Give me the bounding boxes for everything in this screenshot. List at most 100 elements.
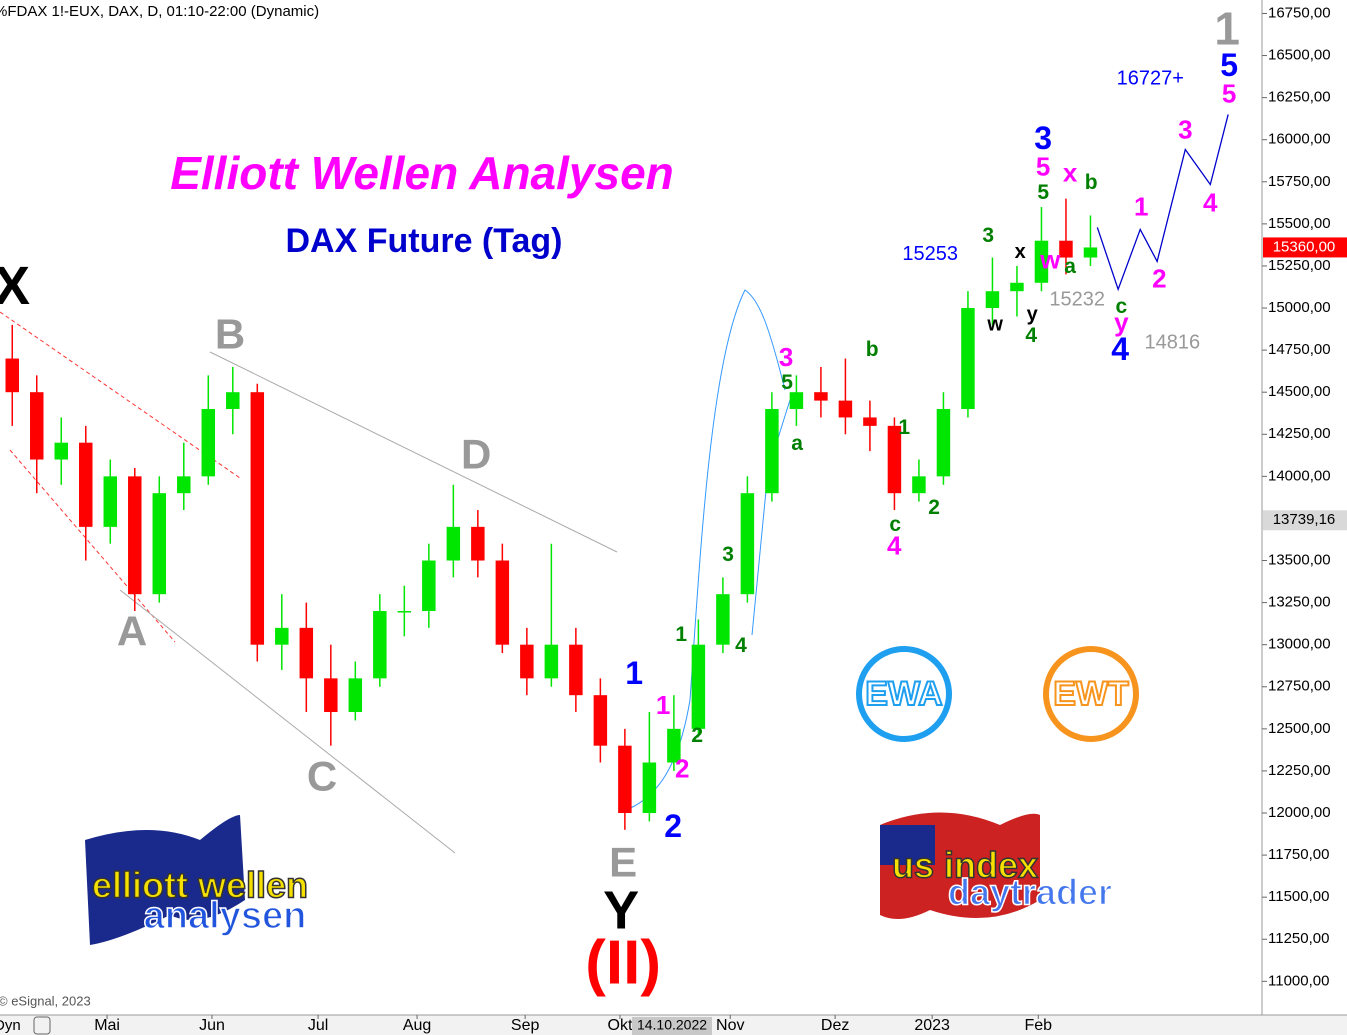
y-tick-label: 16250,00 — [1268, 89, 1331, 106]
wave-label: 2 — [691, 724, 703, 747]
x-tick-label: Nov — [716, 1017, 744, 1034]
ew-logo-line1: elliott wellen — [92, 865, 308, 906]
candle-body — [250, 392, 265, 645]
chart-subtitle: DAX Future (Tag) — [285, 222, 562, 260]
candle-body — [397, 611, 412, 613]
wave-label: Y — [603, 881, 639, 941]
ewa-logo — [856, 646, 952, 742]
y-tick-label: 11750,00 — [1268, 846, 1329, 863]
price-tag-label: 13739,16 — [1273, 511, 1336, 528]
candle-body — [961, 308, 975, 410]
wave-label: 3 — [722, 543, 734, 566]
candle-body — [30, 392, 44, 460]
y-tick-label: 11500,00 — [1268, 888, 1329, 905]
us-logo-line1: us index — [892, 845, 1038, 886]
candle-body — [1083, 247, 1098, 258]
candle-body — [348, 678, 363, 713]
wave-label: D — [461, 430, 491, 477]
wave-label: 5 — [1036, 151, 1050, 181]
lock-icon — [33, 1016, 51, 1035]
candle-body — [863, 417, 877, 426]
price-tag — [1263, 237, 1347, 258]
candle-body — [177, 476, 191, 494]
candle-body — [446, 526, 461, 561]
y-tick-label: 12000,00 — [1268, 804, 1331, 821]
candle-body — [275, 627, 289, 645]
candle-body — [887, 425, 902, 494]
candle-body — [495, 560, 510, 645]
wave-label: 1 — [1134, 191, 1148, 221]
wave-label: 14816 — [1144, 332, 1200, 354]
candle-body — [936, 409, 951, 477]
candle-body — [912, 476, 926, 494]
candle-body — [79, 442, 93, 527]
x-tick-label: Jun — [199, 1017, 225, 1034]
wave-label: x — [1063, 157, 1078, 187]
y-tick-label: 13000,00 — [1268, 636, 1331, 653]
x-tick-label: Okt — [608, 1017, 633, 1034]
date-box-label: 14.10.2022 — [637, 1017, 707, 1033]
candle-body — [54, 442, 69, 460]
ewt-text: EWT — [1053, 675, 1129, 713]
candle-body — [593, 695, 608, 746]
y-tick-label: 16000,00 — [1268, 131, 1331, 148]
wave-label: 4 — [1203, 187, 1218, 217]
x-tick-label: Mai — [94, 1017, 120, 1034]
candle-body — [128, 476, 142, 595]
wave-label: 1 — [1214, 3, 1240, 55]
candle-body — [324, 678, 338, 713]
trend-line — [119, 589, 456, 854]
us-logo-line2: daytrader — [948, 872, 1112, 913]
wave-label: 5 — [781, 371, 793, 394]
candle-body — [765, 409, 779, 494]
y-tick-label: 14750,00 — [1268, 341, 1331, 358]
candle-body — [691, 644, 706, 729]
wave-label: w — [986, 314, 1003, 336]
wave-label: 15253 — [902, 243, 958, 265]
candle-body — [103, 476, 118, 527]
wave-label: 4 — [1025, 324, 1037, 347]
candle-body — [226, 392, 240, 410]
wave-label: 5 — [1222, 78, 1236, 108]
y-tick-label: 16500,00 — [1268, 47, 1331, 64]
projection-line — [1096, 114, 1229, 292]
wave-label: 2 — [928, 496, 940, 519]
eu-flag — [85, 815, 245, 945]
wave-label: 3 — [1178, 114, 1192, 144]
wave-label: b — [866, 338, 879, 361]
wave-label: B — [215, 311, 245, 358]
candle-body — [618, 745, 632, 814]
wave-label: 4 — [735, 634, 747, 657]
candle-body — [201, 409, 216, 477]
x-tick-label: 2023 — [914, 1017, 950, 1034]
us-flag-canton — [880, 825, 935, 865]
axes: 16750,00 16500,00 16250,00 16000,00 15750,00… — [94, 4, 1347, 1034]
candle-body — [838, 400, 853, 418]
wave-label: 3 — [982, 224, 994, 247]
x-tick-label: Aug — [403, 1017, 431, 1034]
candle-body — [422, 560, 436, 612]
footer-left: Dyn — [0, 1017, 21, 1034]
wave-label: y — [1114, 307, 1129, 337]
candle-body — [1059, 240, 1073, 258]
wave-label: w — [1039, 244, 1061, 274]
candle-body — [152, 493, 167, 595]
wave-label: 5 — [1220, 47, 1238, 83]
x-tick-label: Sep — [511, 1017, 540, 1034]
candle-body — [1034, 240, 1049, 283]
header: %FDAX 1!-EUX, DAX, D, 01:10-22:00 (Dynam… — [0, 3, 319, 20]
wave-label: 15232 — [1049, 289, 1105, 311]
wave-label: 1 — [675, 623, 687, 646]
chart-title: Elliott Wellen Analysen — [170, 147, 674, 199]
y-tick-label: 15500,00 — [1268, 215, 1331, 232]
wave-label: 2 — [675, 753, 689, 783]
wave-label: C — [307, 752, 337, 799]
x-tick-label: Jul — [308, 1017, 328, 1034]
wave-label: y — [1027, 304, 1039, 326]
wave-label: a — [1064, 255, 1076, 278]
wave-label: c — [1115, 295, 1127, 318]
wave-label: A — [117, 608, 147, 655]
candle-body — [373, 611, 387, 679]
